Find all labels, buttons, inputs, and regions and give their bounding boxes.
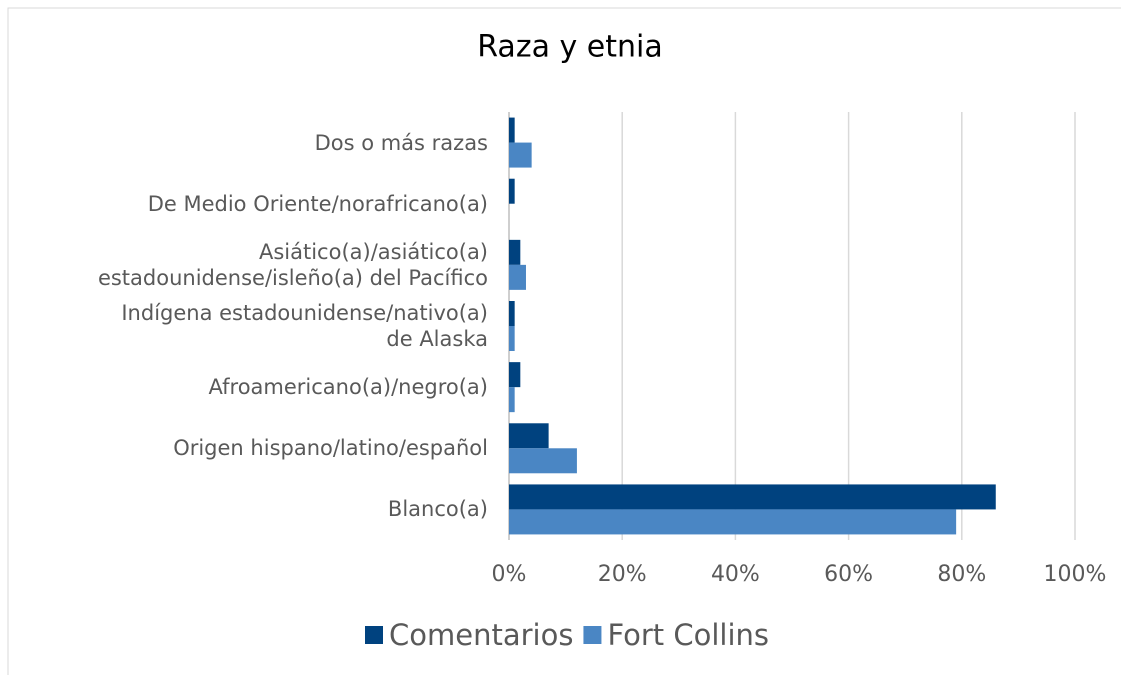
y-tick-label: Asiático(a)/asiático(a) estadounidense/i… [97,239,488,290]
bar [509,142,532,168]
legend-label: Comentarios [389,618,573,652]
x-tick-label: 20% [598,562,647,587]
bar [509,178,515,204]
bar [509,326,515,351]
bar [509,387,515,413]
x-tick-label: 0% [492,562,527,587]
x-tick-label: 100% [1044,562,1107,587]
bar [509,484,996,510]
bar [509,117,515,143]
bar [509,239,521,265]
bar [509,301,515,326]
y-tick-label: Indígena estadounidense/nativo(a) de Ala… [121,301,488,351]
bar [509,423,549,449]
bar [509,448,577,474]
y-tick-label: Afroamericano(a)/negro(a) [208,375,488,400]
x-tick-label: 80% [937,562,986,587]
x-tick-label: 60% [824,562,873,587]
legend-label: Fort Collins [607,618,769,652]
y-tick-label: Dos o más razas [314,130,488,155]
y-tick-label: Blanco(a) [387,497,488,522]
legend-swatch [365,626,383,644]
y-tick-label: De Medio Oriente/norafricano(a) [147,191,488,216]
x-tick-label: 40% [711,562,760,587]
y-tick-label: Origen hispano/latino/español [173,436,488,461]
bar [509,264,526,290]
bar [509,362,521,388]
chart-border [7,7,1121,675]
bar [509,509,957,535]
legend-swatch [583,626,602,644]
chart-title: Raza y etnia [477,30,662,65]
